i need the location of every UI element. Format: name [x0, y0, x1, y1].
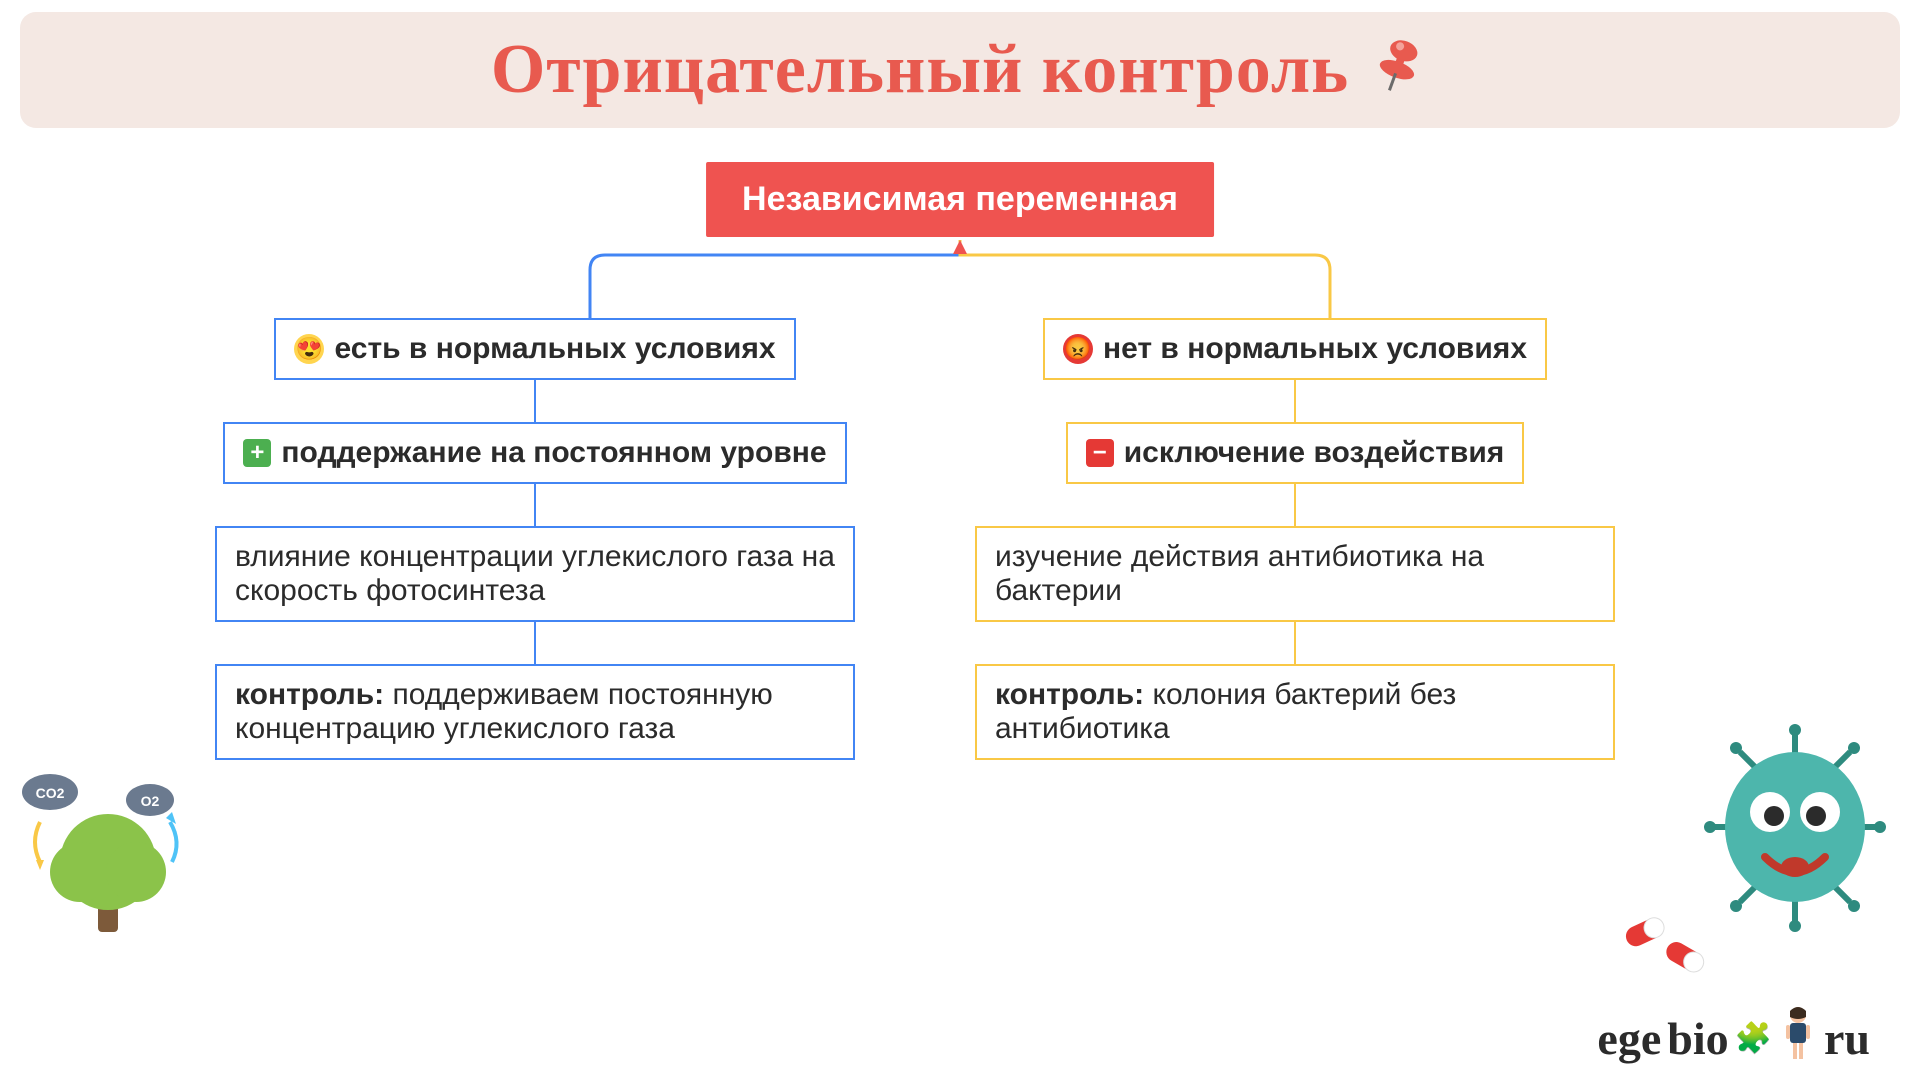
svg-text:CO2: CO2 [36, 785, 65, 801]
tree-co2-icon: CO2 O2 [10, 752, 210, 952]
right-node-2-text: исключение воздействия [1124, 436, 1505, 470]
puzzle-icon: 🧩 [1735, 1021, 1772, 1056]
logo-part-b: bio [1667, 1012, 1728, 1065]
angry-face-icon: 😡 [1063, 334, 1093, 364]
right-node-3-text: изучение действия антибиотика на бактери… [995, 540, 1595, 608]
left-node-3: влияние концентрации углекислого газа на… [215, 526, 855, 622]
svg-text:O2: O2 [141, 793, 160, 809]
title-bar: Отрицательный контроль [20, 12, 1900, 128]
right-node-4: контроль: колония бактерий без антибиоти… [975, 664, 1615, 760]
logo: egebio 🧩 ru [1597, 1005, 1870, 1072]
right-node-2: − исключение воздействия [1066, 422, 1525, 484]
plus-icon: + [243, 439, 271, 467]
logo-part-a: ege [1597, 1012, 1661, 1065]
connector-line [1294, 622, 1297, 664]
connector-line [534, 380, 537, 422]
connector-line [534, 484, 537, 526]
connector-line [1294, 484, 1297, 526]
heart-eyes-icon: 😍 [294, 334, 324, 364]
left-node-4: контроль: поддерживаем постоянную концен… [215, 664, 855, 760]
logo-part-c: ru [1824, 1012, 1870, 1065]
left-node-1-text: есть в нормальных условиях [334, 332, 775, 366]
page-title: Отрицательный контроль [491, 30, 1349, 110]
split-connector [585, 240, 1335, 320]
right-node-3: изучение действия антибиотика на бактери… [975, 526, 1615, 622]
left-node-2-text: поддержание на постоянном уровне [281, 436, 826, 470]
connector-line [1294, 380, 1297, 422]
left-branch: 😍 есть в нормальных условиях + поддержан… [215, 318, 855, 760]
left-node-3-text: влияние концентрации углекислого газа на… [235, 540, 835, 608]
left-node-4-text: контроль: поддерживаем постоянную концен… [235, 678, 835, 746]
connector-line [534, 622, 537, 664]
left-node-1: 😍 есть в нормальных условиях [274, 318, 795, 380]
person-icon [1778, 1005, 1818, 1072]
right-node-1-text: нет в нормальных условиях [1103, 332, 1527, 366]
root-label: Независимая переменная [742, 180, 1178, 218]
left-node-2: + поддержание на постоянном уровне [223, 422, 846, 484]
pin-icon [1369, 32, 1429, 109]
right-node-1: 😡 нет в нормальных условиях [1043, 318, 1547, 380]
right-node-4-text: контроль: колония бактерий без антибиоти… [995, 678, 1595, 746]
root-node: Независимая переменная [706, 162, 1214, 237]
right-branch: 😡 нет в нормальных условиях − исключение… [975, 318, 1615, 760]
minus-icon: − [1086, 439, 1114, 467]
pills-icon [1610, 897, 1720, 987]
